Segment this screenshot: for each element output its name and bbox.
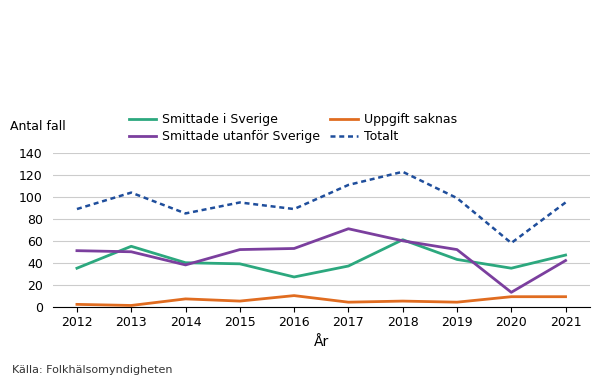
Text: Källa: Folkhälsomyndigheten: Källa: Folkhälsomyndigheten: [12, 365, 172, 375]
X-axis label: År: År: [313, 335, 329, 349]
Text: Antal fall: Antal fall: [10, 120, 65, 133]
Legend: Smittade i Sverige, Smittade utanför Sverige, Uppgift saknas, Totalt: Smittade i Sverige, Smittade utanför Sve…: [129, 113, 457, 143]
